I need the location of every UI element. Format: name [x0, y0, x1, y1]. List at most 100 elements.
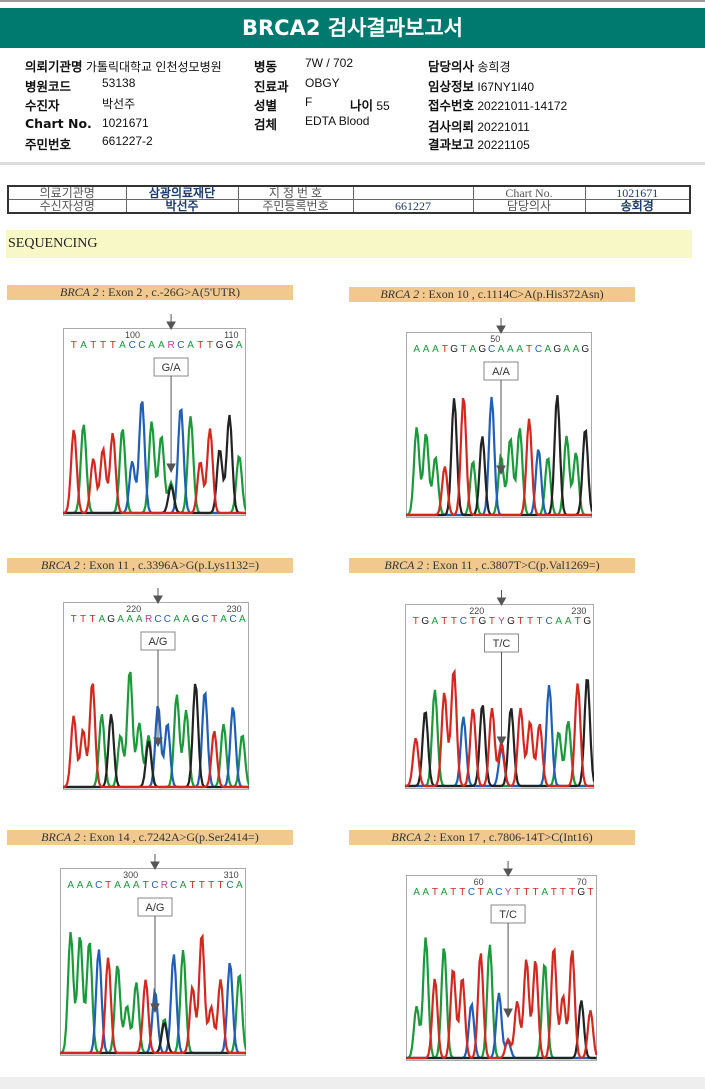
position-tick: 100 — [125, 330, 140, 340]
gene-name: BRCA 2 — [59, 285, 99, 299]
position-tick: 300 — [123, 870, 138, 880]
base-call: C — [170, 880, 177, 891]
position-tick: 50 — [490, 334, 500, 344]
base-call: C — [151, 880, 158, 891]
trace-T — [63, 683, 249, 789]
position-tick: 110 — [224, 330, 238, 340]
id-label: 주민번호 — [25, 137, 72, 152]
base-call: A — [86, 880, 93, 891]
base-call: G — [479, 616, 487, 627]
variant-arrow-icon — [496, 590, 507, 607]
base-call: T — [110, 340, 116, 351]
age-label: 나이 — [350, 98, 374, 113]
variant-desc: : Exon 14 , c.7242A>G(p.Ser2414=) — [79, 830, 259, 844]
hospital-code-value: 53138 — [102, 76, 136, 90]
chromatogram-panel: T A T T T A C C A A R C A T T G G A 100 110 G/A — [63, 314, 246, 516]
institution-label: 의뢰기관명 — [25, 59, 83, 74]
base-call: T — [413, 616, 419, 627]
base-call: C — [201, 614, 208, 625]
base-call: C — [460, 616, 467, 627]
gene-name: BRCA 2 — [41, 830, 80, 844]
base-call: A — [441, 887, 448, 898]
base-call: A — [187, 340, 194, 351]
base-call: T — [551, 887, 557, 898]
base-call: C — [138, 340, 145, 351]
base-call: T — [460, 344, 466, 355]
base-call: T — [537, 616, 543, 627]
base-call: G — [581, 344, 589, 355]
receipt-value: 20221011-14172 — [477, 99, 568, 113]
trace-T — [405, 668, 594, 788]
age-value: 55 — [376, 99, 390, 113]
base-call: T — [208, 880, 214, 891]
base-call: A — [148, 340, 155, 351]
base-call: A — [563, 344, 570, 355]
base-call: C — [164, 614, 171, 625]
base-call: T — [197, 340, 203, 351]
base-call: C — [95, 880, 102, 891]
base-call: T — [569, 887, 575, 898]
base-call: T — [478, 887, 484, 898]
base-call: A — [498, 344, 505, 355]
base-call: A — [541, 887, 548, 898]
base-call: G — [583, 616, 591, 627]
base-call: T — [459, 887, 465, 898]
base-call: A — [119, 340, 126, 351]
pointer-arrow-icon — [496, 652, 507, 747]
base-call: A — [516, 344, 523, 355]
ward-value: 7W / 702 — [305, 56, 354, 70]
dept-value: OBGY — [305, 76, 340, 90]
base-call: C — [177, 340, 184, 351]
trace-T — [406, 946, 597, 1060]
base-call: G — [478, 344, 486, 355]
base-call: C — [129, 340, 136, 351]
base-call: T — [450, 887, 456, 898]
base-call: A — [77, 880, 84, 891]
base-call: T — [532, 887, 538, 898]
base-call: Y — [498, 616, 505, 627]
position-tick: 310 — [224, 870, 239, 880]
base-call: C — [229, 614, 236, 625]
pointer-arrow-icon — [150, 916, 160, 1014]
variant-arrow-icon — [503, 861, 513, 878]
variant-label: BRCA 2 : Exon 14 , c.7242A>G(p.Ser2414=) — [7, 830, 293, 845]
cell: 박선주 — [125, 199, 239, 214]
scanned-header-table: 의료기관명 삼광의료재단 지 정 번 호 Chart No. 1021671 수… — [7, 185, 691, 214]
base-call: G — [226, 340, 234, 351]
chart-label: Chart No. — [25, 116, 92, 131]
genotype-call: T/C — [499, 909, 517, 921]
variant-label: BRCA 2 : Exon 2 , c.-26G>A(5'UTR) — [7, 285, 293, 300]
cell: 지 정 번 호 — [237, 185, 354, 200]
pointer-arrow-icon — [153, 650, 163, 748]
specimen-value: EDTA Blood — [305, 114, 370, 128]
variant-desc: : Exon 17 , c.7806-14T>C(Int16) — [430, 830, 593, 844]
id-value: 661227-2 — [102, 134, 153, 148]
base-call: G — [577, 887, 585, 898]
top-border — [0, 0, 705, 2]
trace-T — [406, 397, 592, 517]
cell — [352, 185, 474, 200]
trace-T — [63, 428, 246, 515]
genotype-call: A/A — [492, 366, 510, 378]
base-call: A — [80, 340, 87, 351]
patient-value: 박선주 — [102, 97, 136, 111]
base-call: A — [413, 344, 420, 355]
report-date-value: 20221105 — [477, 138, 530, 152]
base-call: G — [507, 616, 515, 627]
variant-arrow-icon — [150, 854, 160, 871]
trace-T — [60, 933, 246, 1055]
base-call: G — [216, 340, 224, 351]
base-call: T — [489, 616, 495, 627]
base-call: A — [413, 887, 420, 898]
trace-A — [406, 937, 597, 1060]
base-call: R — [161, 880, 168, 891]
chromatogram-frame — [406, 332, 592, 518]
base-call: G — [421, 616, 429, 627]
receipt-label: 접수번호 — [428, 98, 475, 113]
base-call: T — [442, 344, 448, 355]
cell: 송회경 — [584, 199, 691, 214]
variant-desc: : Exon 11 , c.3807T>C(p.Val1269=) — [423, 558, 600, 572]
base-call: C — [154, 614, 161, 625]
base-call: T — [575, 616, 581, 627]
